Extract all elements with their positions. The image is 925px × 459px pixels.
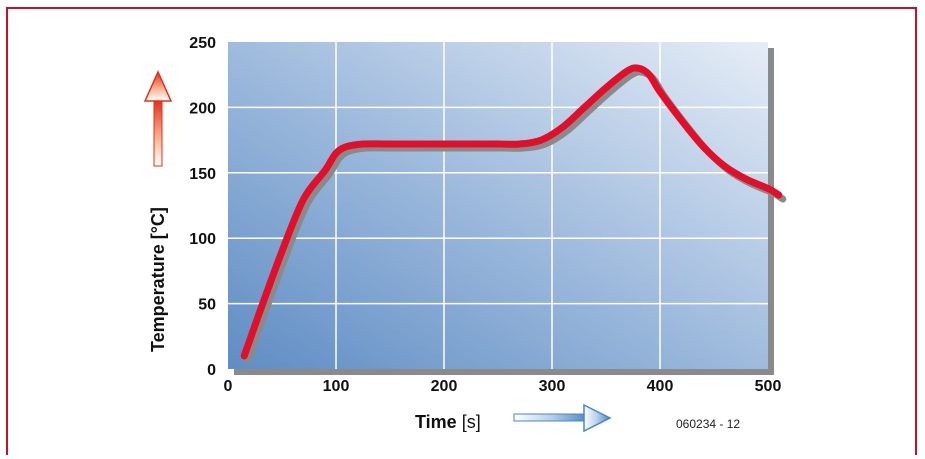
- y-axis-title: Temperature [°C]: [148, 207, 168, 352]
- x-tick-label: 500: [755, 378, 782, 395]
- y-tick-labels: 0 50 100 150 200 250: [189, 35, 216, 379]
- x-axis-title: Time [s]: [415, 412, 481, 432]
- plot-area: [228, 42, 768, 369]
- y-tick-label: 100: [189, 231, 216, 248]
- y-tick-label: 150: [189, 166, 216, 183]
- x-tick-label: 100: [323, 378, 350, 395]
- figure-frame: [6, 7, 917, 455]
- x-tick-label: 0: [224, 378, 233, 395]
- x-tick-labels: 0 100 200 300 400 500: [224, 378, 782, 395]
- y-tick-label: 250: [189, 35, 216, 52]
- x-tick-label: 300: [539, 378, 566, 395]
- y-tick-label: 0: [207, 362, 216, 379]
- y-tick-label: 200: [189, 100, 216, 117]
- figure-code: 060234 - 12: [676, 417, 740, 431]
- right-arrow-icon: [513, 403, 612, 433]
- x-tick-label: 400: [647, 378, 674, 395]
- y-tick-label: 50: [198, 297, 216, 314]
- up-arrow-icon: [143, 70, 173, 167]
- x-axis-title-main: Time: [415, 412, 462, 432]
- temperature-series-line: [240, 64, 783, 360]
- x-axis-title-unit: [s]: [462, 412, 481, 432]
- x-tick-label: 200: [431, 378, 458, 395]
